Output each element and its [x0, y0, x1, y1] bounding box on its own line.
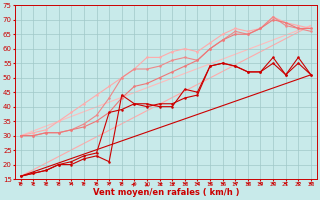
- X-axis label: Vent moyen/en rafales ( km/h ): Vent moyen/en rafales ( km/h ): [92, 188, 239, 197]
